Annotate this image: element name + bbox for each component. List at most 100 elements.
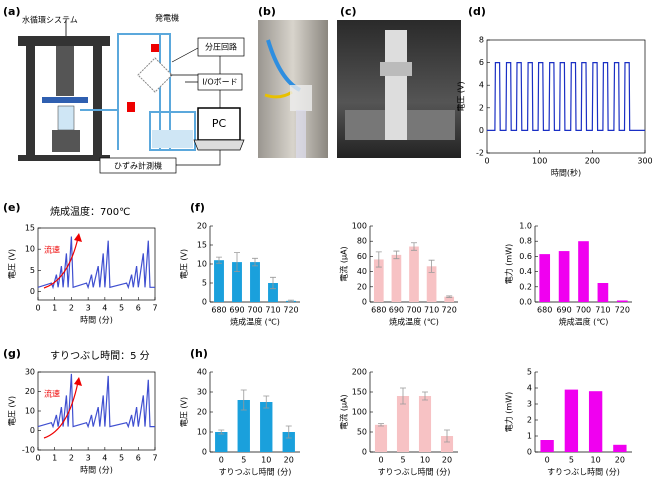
x-tick-label: 0 (35, 454, 40, 463)
x-axis-label: 焼成温度 (℃) (389, 317, 439, 327)
bar (418, 396, 432, 452)
x-tick-label: 10 (591, 456, 601, 465)
error-bar (270, 276, 276, 290)
x-tick-label: 680 (211, 306, 226, 315)
bar (613, 444, 627, 452)
x-tick-label: 6 (136, 304, 141, 313)
x-axis-label: 時間(秒) (551, 168, 581, 178)
error-bar (422, 391, 428, 401)
x-tick-label: 0 (35, 304, 40, 313)
y-tick-label: 5 (30, 266, 35, 275)
diagram-label: I/Oボード (202, 78, 237, 87)
y-tick-label: 0 (479, 126, 484, 135)
y-tick-label: 80 (357, 237, 367, 246)
y-tick-label: 20 (197, 222, 207, 231)
y-tick-label: 10 (25, 245, 35, 254)
y-axis-label: 電圧 (V) (8, 249, 17, 279)
y-tick-label: 3 (527, 400, 532, 409)
x-tick-label: 5 (400, 456, 405, 465)
y-tick-label: 0.2 (519, 282, 532, 291)
x-tick-label: 700 (576, 306, 591, 315)
x-tick-label: 710 (595, 306, 610, 315)
bar (597, 283, 609, 302)
plot-frame (37, 227, 156, 301)
panel-label: (e) (3, 201, 21, 214)
x-tick-label: 20 (284, 456, 294, 465)
y-axis-label: 電圧 (V) (8, 396, 17, 426)
flow-arrow (43, 381, 79, 439)
y-tick-label: 15 (197, 241, 207, 250)
y-tick-label: 0 (30, 426, 35, 435)
bar (578, 241, 589, 302)
y-tick-label: -2 (476, 149, 484, 158)
y-tick-label: 5 (202, 279, 207, 288)
x-tick-label: 680 (537, 306, 552, 315)
y-tick-label: 10 (197, 428, 207, 437)
y-tick-label: 30 (25, 368, 35, 377)
y-tick-label: 0 (30, 287, 35, 296)
y-tick-label: 10 (25, 407, 35, 416)
x-axis-label: 時間 (分) (80, 466, 113, 475)
x-tick-label: 0 (484, 157, 489, 166)
error-bar (240, 389, 247, 411)
bar (282, 432, 295, 452)
x-tick-label: 2 (69, 454, 74, 463)
x-tick-label: 710 (265, 306, 280, 315)
x-tick-label: 5 (119, 304, 124, 313)
x-tick-label: 0 (545, 456, 550, 465)
error-bar (428, 259, 435, 273)
x-tick-label: 10 (420, 456, 430, 465)
bar (444, 296, 455, 302)
y-tick-label: 4 (527, 384, 532, 393)
y-tick-label: 100 (352, 222, 367, 231)
y-tick-label: 1.0 (519, 222, 532, 231)
chart-title: 焼成温度：700℃ (50, 205, 130, 218)
chart-title: すりつぶし時間：5 分 (50, 350, 150, 362)
y-tick-label: 2 (479, 103, 484, 112)
data-line (37, 373, 155, 429)
x-tick-label: 720 (615, 306, 630, 315)
error-bar (446, 295, 453, 298)
panel-label: (a) (3, 5, 20, 18)
panel-label: (b) (258, 5, 276, 18)
x-tick-label: 7 (152, 304, 157, 313)
error-bar (400, 387, 406, 405)
x-axis-label: すりつぶし時間 (分) (547, 468, 620, 477)
y-tick-label: 40 (197, 368, 207, 377)
y-axis-label: 電力 (mW) (504, 392, 514, 433)
y-tick-label: 20 (357, 282, 367, 291)
bar (374, 424, 388, 452)
flow-arrow-head (74, 233, 82, 242)
y-tick-label: 20 (197, 408, 207, 417)
y-tick-label: 0 (362, 298, 367, 307)
panel-label: (h) (190, 347, 208, 360)
y-tick-label: 4 (479, 81, 484, 90)
y-tick-label: 200 (352, 368, 367, 377)
panel-label: (g) (3, 347, 21, 360)
bar (409, 246, 419, 302)
error-bar (411, 242, 417, 251)
bar (564, 389, 579, 452)
y-tick-label: 0 (362, 448, 367, 457)
x-axis-label: 焼成温度 (℃) (230, 317, 280, 327)
y-tick-label: 0 (527, 448, 532, 457)
error-bar (285, 425, 292, 439)
y-tick-label: 100 (352, 408, 367, 417)
bar (215, 432, 228, 452)
bar (426, 266, 437, 302)
x-tick-label: 5 (241, 456, 246, 465)
annotation: 流速 (44, 245, 60, 255)
diagram-label: PC (212, 117, 227, 130)
bar (214, 260, 224, 302)
y-tick-label: 15 (25, 224, 35, 233)
y-axis-label: 電圧 (V) (180, 249, 189, 279)
bar (391, 254, 402, 302)
error-bar (378, 423, 384, 427)
error-bar (234, 252, 240, 272)
annotation: 流速 (44, 389, 60, 399)
x-tick-label: 700 (406, 306, 421, 315)
y-tick-label: 150 (352, 388, 367, 397)
x-tick-label: 690 (556, 306, 571, 315)
x-tick-label: 3 (86, 454, 91, 463)
